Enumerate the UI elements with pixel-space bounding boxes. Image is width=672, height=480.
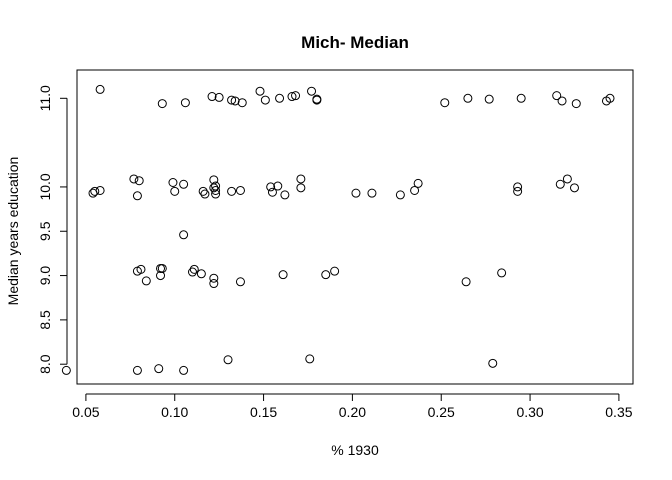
data-point xyxy=(321,270,331,280)
data-point xyxy=(132,191,142,201)
data-point xyxy=(557,96,567,106)
data-point xyxy=(179,230,189,240)
data-point xyxy=(61,365,71,375)
y-tick-label: 8.5 xyxy=(37,310,53,330)
y-axis: 8.0 8.5 9.0 9.5 10.0 11.0 xyxy=(37,85,68,374)
data-point xyxy=(227,95,237,105)
data-point xyxy=(367,188,377,198)
data-point xyxy=(200,189,210,199)
data-point xyxy=(513,182,523,192)
x-tick-label: 0.25 xyxy=(428,404,455,420)
data-point xyxy=(90,186,100,196)
data-point xyxy=(351,188,361,198)
data-point xyxy=(287,92,297,102)
data-point xyxy=(207,92,217,102)
data-point xyxy=(440,98,450,108)
data-point xyxy=(237,98,247,108)
data-point xyxy=(488,358,498,368)
x-tick-label: 0.15 xyxy=(250,404,277,420)
data-point xyxy=(179,179,189,189)
data-point xyxy=(305,354,315,364)
data-point xyxy=(484,94,494,104)
x-tick-label: 0.30 xyxy=(516,404,543,420)
data-point xyxy=(209,279,219,289)
data-point xyxy=(188,267,197,277)
data-point xyxy=(255,86,265,96)
data-point xyxy=(179,365,189,375)
y-tick-label: 8.0 xyxy=(37,354,53,374)
data-point xyxy=(562,174,572,184)
data-point xyxy=(209,273,219,283)
data-point xyxy=(513,186,523,196)
data-point xyxy=(296,174,306,184)
x-axis-label: % 1930 xyxy=(331,442,379,458)
data-point xyxy=(235,185,245,195)
data-point xyxy=(214,92,224,102)
data-point xyxy=(168,178,178,188)
data-point xyxy=(395,190,405,200)
y-axis-label: Median years education xyxy=(5,157,21,306)
data-point xyxy=(410,185,420,195)
x-tick-label: 0.20 xyxy=(339,404,366,420)
data-point xyxy=(95,84,105,94)
data-point xyxy=(413,178,423,188)
data-point xyxy=(211,185,221,195)
data-point xyxy=(275,93,285,103)
data-point xyxy=(235,277,245,287)
data-point xyxy=(266,182,276,192)
data-point xyxy=(129,174,139,184)
data-point xyxy=(180,98,190,108)
data-point xyxy=(134,176,144,186)
y-tick-label: 10.0 xyxy=(37,173,53,200)
data-point xyxy=(273,181,283,191)
data-point xyxy=(330,266,340,276)
x-axis: 0.05 0.10 0.15 0.20 0.25 0.30 0.35 xyxy=(72,393,633,420)
data-point xyxy=(211,189,221,199)
data-point xyxy=(141,276,151,286)
data-point xyxy=(552,91,562,101)
y-tick-label: 11.0 xyxy=(37,85,53,111)
data-point xyxy=(267,187,277,197)
y-tick-label: 9.0 xyxy=(37,266,53,286)
data-point xyxy=(223,355,233,365)
data-point xyxy=(230,96,240,106)
data-point xyxy=(296,183,306,193)
data-point xyxy=(280,190,290,200)
data-point xyxy=(136,264,146,274)
data-points xyxy=(61,84,615,375)
data-point xyxy=(278,270,288,280)
data-point xyxy=(156,271,166,281)
data-point xyxy=(461,277,471,287)
data-point xyxy=(260,95,270,105)
data-point xyxy=(497,268,507,278)
data-point xyxy=(189,264,199,274)
x-tick-label: 0.05 xyxy=(72,404,99,420)
data-point xyxy=(516,93,526,103)
data-point xyxy=(569,183,579,193)
data-point xyxy=(170,186,180,196)
data-point xyxy=(227,186,237,196)
x-tick-label: 0.10 xyxy=(161,404,188,420)
data-point xyxy=(463,93,473,103)
data-point xyxy=(307,86,317,96)
data-point xyxy=(198,186,208,196)
plot-frame xyxy=(76,69,634,385)
x-tick-label: 0.35 xyxy=(605,404,632,420)
data-point xyxy=(157,99,167,109)
y-tick-label: 9.5 xyxy=(37,221,53,241)
data-point xyxy=(605,93,615,103)
data-point xyxy=(154,364,164,374)
data-point xyxy=(555,179,565,189)
data-point xyxy=(291,91,301,101)
data-point xyxy=(571,99,581,109)
data-point xyxy=(196,269,206,279)
data-point xyxy=(95,185,105,195)
data-point xyxy=(157,263,167,273)
data-point xyxy=(209,183,219,193)
data-point xyxy=(132,365,142,375)
data-point xyxy=(312,95,322,105)
chart-title: Mich- Median xyxy=(301,33,409,52)
